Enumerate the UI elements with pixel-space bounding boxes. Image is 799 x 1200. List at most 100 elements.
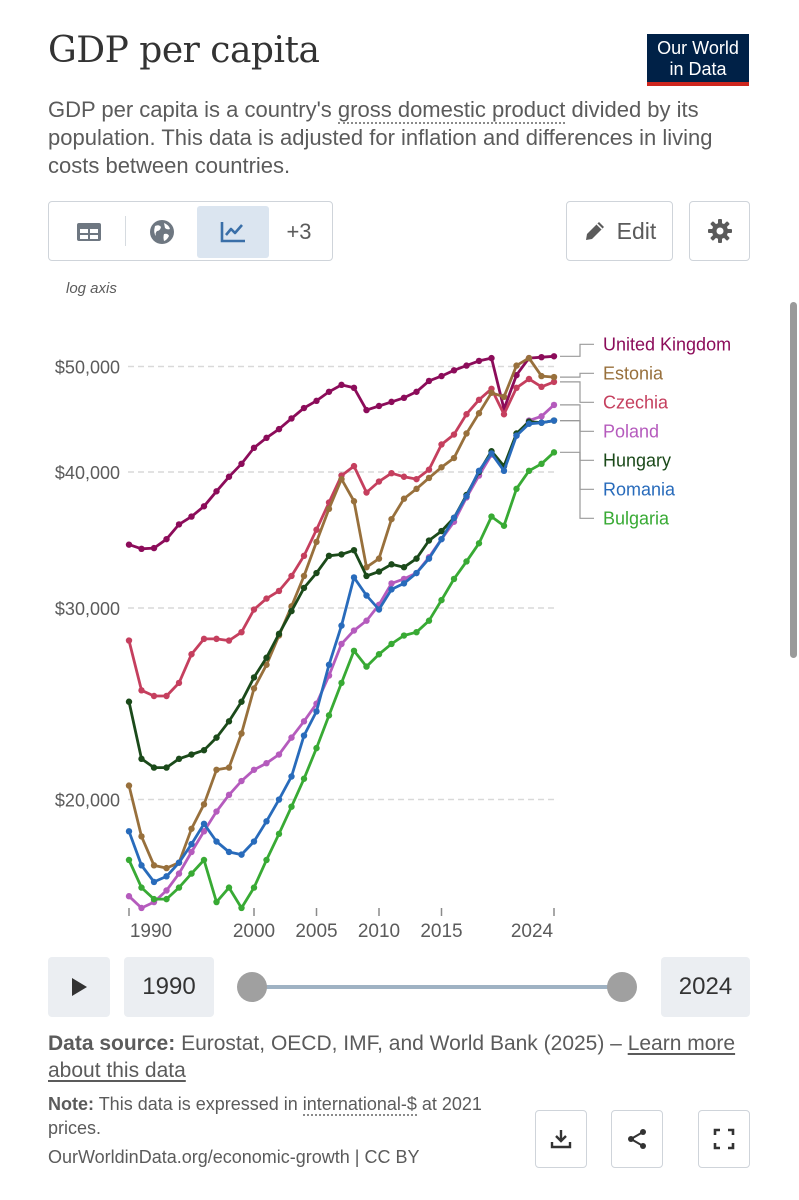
data-point xyxy=(338,381,345,389)
data-point xyxy=(188,848,195,856)
data-point xyxy=(213,766,220,773)
data-point xyxy=(463,430,470,437)
data-point xyxy=(150,895,158,903)
data-point xyxy=(463,493,470,500)
data-point xyxy=(350,546,358,554)
settings-button[interactable] xyxy=(689,201,750,261)
end-year-box[interactable]: 2024 xyxy=(661,957,750,1017)
data-point xyxy=(338,622,345,629)
data-point xyxy=(225,848,233,856)
note-text-2: at 2021 prices. xyxy=(48,1094,482,1138)
data-point xyxy=(300,584,308,592)
start-year-handle[interactable] xyxy=(237,972,267,1002)
data-point xyxy=(363,564,370,571)
data-point xyxy=(475,540,483,547)
data-point xyxy=(150,692,158,700)
data-point xyxy=(388,580,395,587)
data-point xyxy=(388,561,395,568)
data-point xyxy=(363,663,370,670)
tab-chart[interactable] xyxy=(197,206,269,258)
data-point xyxy=(388,515,395,523)
data-point xyxy=(125,782,133,789)
data-point xyxy=(163,692,170,700)
data-point xyxy=(400,580,408,587)
data-point xyxy=(225,718,233,725)
start-year-box[interactable]: 1990 xyxy=(124,957,214,1017)
data-point xyxy=(225,791,233,799)
data-point xyxy=(363,489,370,496)
tab-map[interactable] xyxy=(127,206,197,258)
data-point xyxy=(200,503,208,510)
download-button[interactable] xyxy=(535,1110,587,1168)
data-point xyxy=(450,514,458,522)
view-tabs: +3 xyxy=(48,201,333,261)
legend-label-poland: Poland xyxy=(603,421,659,441)
play-button[interactable] xyxy=(48,957,110,1017)
data-point xyxy=(213,808,220,815)
international-dollar-link[interactable]: international-$ xyxy=(302,1094,417,1116)
label-leader-line xyxy=(560,343,594,357)
data-point xyxy=(550,417,558,424)
edit-label: Edit xyxy=(616,217,657,244)
data-point xyxy=(238,904,245,912)
timeline-track[interactable] xyxy=(252,985,622,989)
series-line-czechia xyxy=(127,377,555,698)
data-point xyxy=(375,651,383,658)
data-point xyxy=(238,460,245,468)
data-point xyxy=(288,607,295,615)
learn-more-link[interactable]: Learn more about this data xyxy=(48,1032,736,1082)
scrollbar[interactable] xyxy=(790,302,797,658)
chart-subtitle: GDP per capita is a country's gross dome… xyxy=(48,96,748,180)
data-point xyxy=(300,572,308,580)
end-year-handle[interactable] xyxy=(607,972,637,1002)
data-point xyxy=(288,734,295,741)
log-axis-note: log axis xyxy=(66,280,117,297)
play-icon xyxy=(72,978,87,996)
more-tabs-button[interactable]: +3 xyxy=(286,219,312,244)
data-point xyxy=(300,775,308,782)
note-text-1: This data is expressed in xyxy=(98,1094,303,1114)
data-point xyxy=(225,473,233,480)
data-point xyxy=(463,362,470,369)
data-point xyxy=(138,904,145,912)
gdp-definition-link[interactable]: gross domestic product xyxy=(337,97,566,124)
edit-button[interactable]: Edit xyxy=(566,201,673,261)
site-attribution[interactable]: OurWorldinData.org/economic-growth | CC … xyxy=(48,1147,420,1167)
data-point xyxy=(250,444,258,452)
data-point xyxy=(513,362,520,369)
data-point xyxy=(500,467,508,475)
data-point xyxy=(488,450,495,457)
data-point xyxy=(138,833,145,840)
data-point xyxy=(413,475,420,483)
fullscreen-button[interactable] xyxy=(698,1110,750,1168)
data-point xyxy=(213,838,220,845)
data-point xyxy=(263,654,270,661)
series-line-estonia xyxy=(127,356,555,870)
data-point xyxy=(450,575,458,583)
x-tick-label: 2010 xyxy=(358,921,400,942)
owid-logo[interactable]: Our World in Data xyxy=(647,34,749,86)
data-point xyxy=(550,378,558,386)
data-point xyxy=(188,825,195,832)
data-point xyxy=(325,712,333,719)
data-point xyxy=(238,698,245,705)
data-point xyxy=(413,388,420,395)
data-point xyxy=(438,596,445,604)
source-text: Eurostat, OECD, IMF, and World Bank (202… xyxy=(181,1032,628,1055)
data-point xyxy=(450,454,458,462)
share-button[interactable] xyxy=(611,1110,663,1168)
data-point xyxy=(275,830,283,838)
data-point xyxy=(525,420,533,427)
data-point xyxy=(138,862,145,869)
data-point xyxy=(313,744,320,752)
data-point xyxy=(425,474,433,482)
tab-table[interactable] xyxy=(53,206,125,258)
legend-label-czechia: Czechia xyxy=(603,392,669,412)
label-leader-line xyxy=(560,372,594,378)
data-point xyxy=(375,478,383,485)
data-point xyxy=(163,895,170,903)
data-point xyxy=(200,828,208,835)
data-point xyxy=(263,759,270,767)
data-point xyxy=(225,884,233,891)
data-point xyxy=(138,884,145,891)
